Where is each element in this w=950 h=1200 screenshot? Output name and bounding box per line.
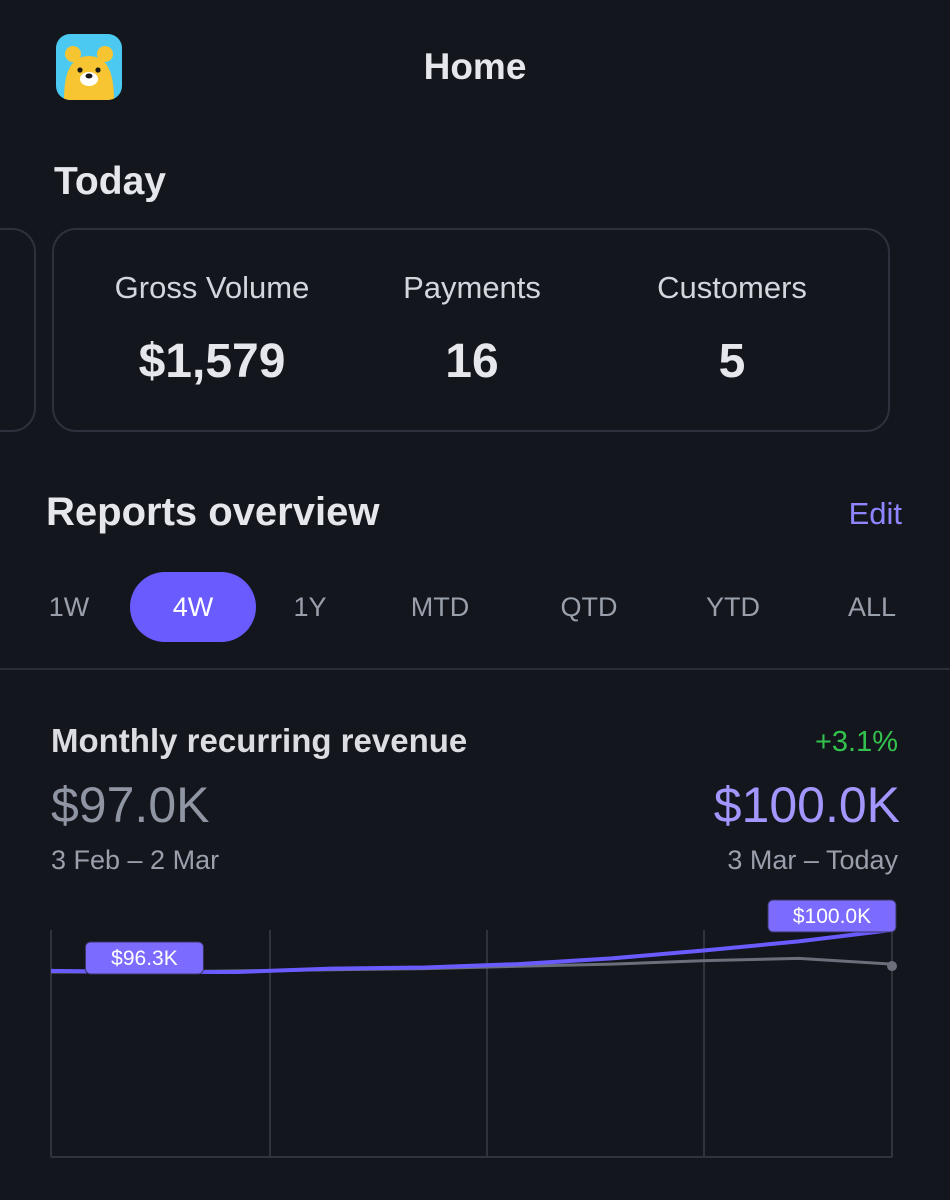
- app-icon[interactable]: [56, 34, 122, 100]
- range-tab-qtd[interactable]: QTD: [560, 592, 618, 622]
- today-title: Today: [54, 160, 166, 203]
- today-stats-card[interactable]: Gross Volume $1,579 Payments 16 Customer…: [52, 228, 890, 432]
- stat-gross-volume: Gross Volume $1,579: [82, 230, 342, 389]
- previous-period-value: $97.0K: [51, 777, 210, 833]
- previous-period-range: 3 Feb – 2 Mar: [51, 845, 220, 875]
- range-tab-1y[interactable]: 1Y: [293, 592, 327, 622]
- mrr-line-chart[interactable]: $96.3K $100.0K: [0, 880, 950, 1170]
- metric-change-badge: +3.1%: [814, 726, 898, 758]
- bear-icon: [56, 34, 122, 100]
- stat-label: Payments: [403, 270, 541, 305]
- current-period-value: $100.0K: [713, 777, 900, 833]
- data-label-96-3k: $96.3K: [84, 941, 204, 975]
- range-tab-ytd[interactable]: YTD: [706, 592, 760, 622]
- stat-value: 5: [718, 335, 746, 388]
- range-tab-mtd[interactable]: MTD: [410, 592, 470, 622]
- stat-value: 16: [445, 335, 499, 388]
- range-tab-1w[interactable]: 1W: [48, 592, 90, 622]
- section-divider: [0, 668, 950, 670]
- page-title: Home: [423, 46, 527, 87]
- current-period-range: 3 Mar – Today: [727, 845, 898, 875]
- stat-customers: Customers 5: [602, 230, 862, 389]
- stat-value: $1,579: [138, 335, 286, 388]
- data-label-text: $100.0K: [793, 905, 871, 928]
- reports-overview-title: Reports overview: [46, 490, 380, 534]
- data-label-100k: $100.0K: [767, 899, 897, 933]
- edit-button[interactable]: Edit: [848, 496, 902, 531]
- stat-payments: Payments 16: [342, 230, 602, 389]
- range-tab-all[interactable]: ALL: [847, 592, 897, 622]
- metric-title: Monthly recurring revenue: [51, 722, 468, 759]
- stat-label: Customers: [657, 270, 807, 305]
- stat-label: Gross Volume: [114, 270, 310, 305]
- series-end-point: [887, 961, 897, 972]
- range-tab-4w[interactable]: 4W: [130, 572, 256, 642]
- data-label-text: $96.3K: [111, 947, 178, 970]
- previous-card-peek[interactable]: [0, 228, 36, 432]
- chart-grid: [50, 930, 893, 1158]
